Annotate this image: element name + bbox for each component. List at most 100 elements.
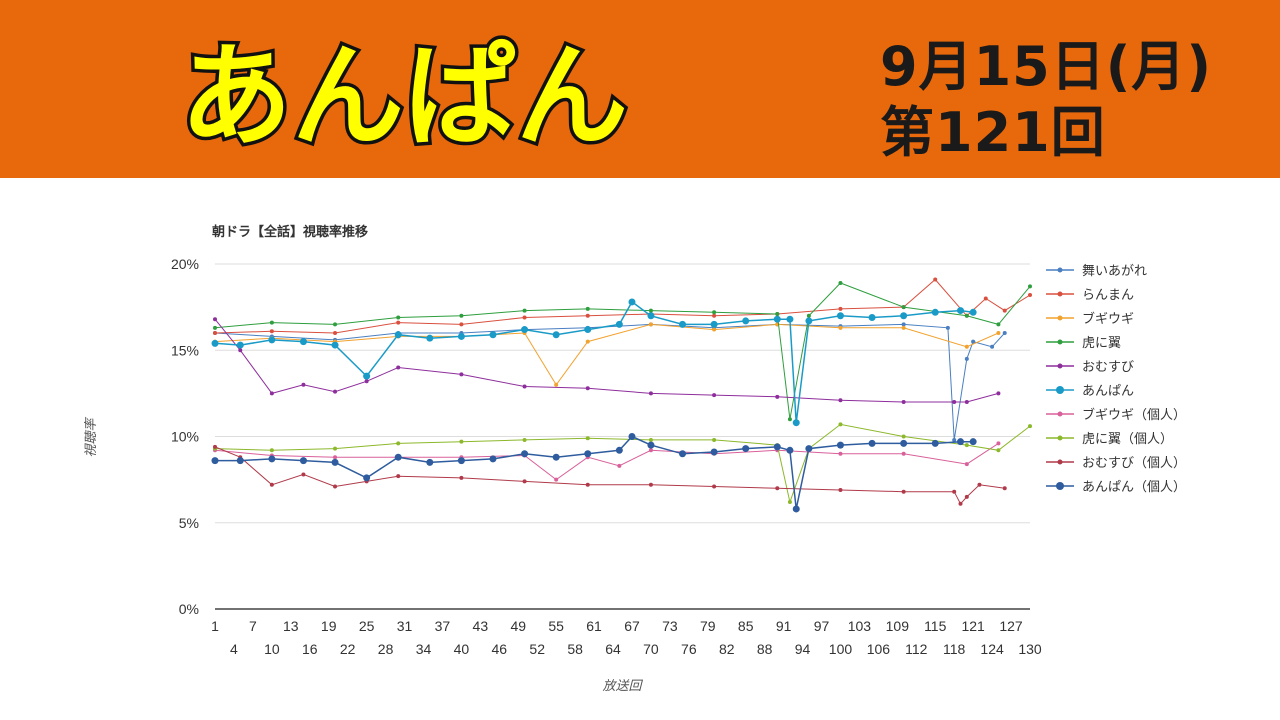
data-point <box>679 450 687 458</box>
x-tick-label: 70 <box>643 641 659 657</box>
data-point <box>299 457 307 465</box>
data-point <box>838 398 843 403</box>
data-point <box>773 443 781 451</box>
x-tick-label: 103 <box>848 618 872 634</box>
legend-item[interactable]: あんぱん <box>1046 384 1134 399</box>
legend-marker <box>1057 291 1063 297</box>
x-tick-label: 22 <box>340 641 356 657</box>
legend-item[interactable]: ブギウギ <box>1046 311 1134 327</box>
data-point <box>838 306 843 311</box>
legend-label: 虎に翼（個人） <box>1082 432 1173 447</box>
data-point <box>268 455 276 463</box>
legend-item[interactable]: あんぱん（個人） <box>1046 480 1186 495</box>
legend-label: おむすび <box>1082 360 1134 375</box>
data-point <box>301 382 306 387</box>
data-point <box>269 482 274 487</box>
data-point <box>868 439 876 447</box>
y-tick-label: 15% <box>171 342 199 358</box>
data-point <box>990 344 995 349</box>
x-tick-label: 82 <box>719 641 735 657</box>
legend-item[interactable]: 虎に翼 <box>1046 336 1121 351</box>
legend-label: おむすび（個人） <box>1082 456 1186 471</box>
series-group <box>211 433 977 513</box>
data-point <box>969 438 977 446</box>
x-tick-label: 76 <box>681 641 697 657</box>
data-point <box>712 327 717 332</box>
series-group <box>211 298 977 427</box>
series-group <box>213 422 1032 505</box>
data-point <box>236 341 244 349</box>
legend-label: 虎に翼 <box>1082 336 1121 351</box>
data-point <box>648 448 653 453</box>
data-point <box>648 308 653 313</box>
series-group <box>213 280 1032 422</box>
data-point <box>996 322 1001 327</box>
x-tick-label: 97 <box>814 618 830 634</box>
data-point <box>964 400 969 404</box>
data-point <box>213 325 217 330</box>
x-tick-label: 124 <box>980 641 1004 657</box>
ratings-chart: 朝ドラ【全話】視聴率推移 0%5%10%15%20% 1 7 13 19 25 31 37 4… <box>83 224 1186 694</box>
data-point <box>964 443 969 448</box>
legend-marker <box>1057 315 1063 321</box>
data-point <box>396 365 401 370</box>
x-tick-label: 34 <box>416 641 432 657</box>
data-point <box>933 277 938 282</box>
data-point <box>396 315 401 320</box>
data-point <box>901 400 906 404</box>
data-point <box>364 379 369 384</box>
legend-item[interactable]: ブギウギ（個人） <box>1046 407 1186 423</box>
data-point <box>268 336 276 344</box>
x-tick-label: 130 <box>1018 641 1042 657</box>
data-point <box>333 455 338 460</box>
data-point <box>457 332 465 340</box>
legend-label: ブギウギ <box>1082 311 1134 327</box>
data-point <box>787 500 792 505</box>
y-tick-label: 10% <box>171 429 199 445</box>
data-point <box>333 389 338 394</box>
data-point <box>806 313 811 318</box>
data-point <box>585 339 590 344</box>
data-point <box>585 482 590 487</box>
data-point <box>836 312 844 320</box>
data-point <box>836 441 844 449</box>
data-point <box>269 391 274 396</box>
data-point <box>615 446 623 454</box>
data-point <box>710 448 718 456</box>
data-point <box>299 338 307 346</box>
data-point <box>457 457 465 465</box>
series-line <box>215 435 974 510</box>
data-point <box>712 437 717 442</box>
data-point <box>585 386 590 391</box>
x-tick-label: 7 <box>249 618 257 634</box>
legend-label: ブギウギ（個人） <box>1082 407 1186 423</box>
legend-item[interactable]: おむすび <box>1046 360 1134 375</box>
legend-item[interactable]: 虎に翼（個人） <box>1046 432 1173 447</box>
data-point <box>805 317 813 325</box>
data-point <box>628 433 636 440</box>
series-group <box>213 322 1001 387</box>
legend-item[interactable]: らんまん <box>1046 288 1134 303</box>
x-tick-label: 40 <box>454 641 470 657</box>
data-point <box>712 393 717 398</box>
legend-marker <box>1057 363 1063 369</box>
data-point <box>1002 331 1007 335</box>
series-line <box>214 318 999 403</box>
y-axis-title: 視聴率 <box>83 417 99 458</box>
data-point <box>269 448 274 453</box>
legend-marker <box>1056 482 1064 490</box>
legend-item[interactable]: 舞いあがれ <box>1046 264 1147 279</box>
data-point <box>838 325 843 330</box>
data-point <box>396 320 401 325</box>
x-tick-label: 1 <box>211 618 219 634</box>
data-point <box>648 482 653 487</box>
data-point <box>792 505 800 513</box>
legend-item[interactable]: おむすび（個人） <box>1046 456 1186 471</box>
x-tick-label: 91 <box>776 618 792 634</box>
data-point <box>983 296 988 301</box>
x-tick-label: 28 <box>378 641 394 657</box>
data-point <box>648 391 653 396</box>
data-point <box>712 310 717 315</box>
data-point <box>996 331 1001 335</box>
